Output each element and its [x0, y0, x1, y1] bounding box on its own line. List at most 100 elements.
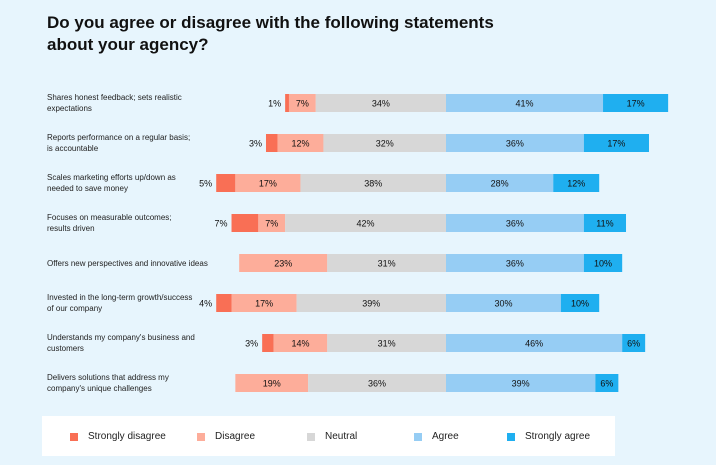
legend-swatch: [414, 432, 422, 441]
data-label: 19%: [263, 379, 281, 389]
data-label: 12%: [291, 139, 309, 149]
data-label: 36%: [506, 219, 524, 229]
bar-segment: [235, 174, 301, 192]
bar-segment: [308, 374, 446, 392]
bar-segment: [265, 134, 278, 152]
data-label: 5%: [199, 179, 212, 189]
category-label: Offers new perspectives and innovative i…: [47, 258, 208, 268]
data-label: 46%: [525, 339, 543, 349]
category-label: Delivers solutions that address my compa…: [47, 373, 169, 393]
data-label: 32%: [376, 139, 394, 149]
data-label: 17%: [607, 139, 625, 149]
bar-segment: [235, 374, 309, 392]
data-label: 42%: [357, 219, 375, 229]
bar-segment: [285, 94, 289, 112]
bar-segment: [553, 174, 600, 192]
category-label: Focuses on measurable outcomes; results …: [47, 213, 172, 233]
chart-title: Do you agree or disagree with the follow…: [47, 13, 494, 54]
category-label: Understands my company's business and cu…: [47, 333, 195, 353]
bar-segment: [560, 294, 600, 312]
bar-segment: [216, 174, 236, 192]
bar-segment: [327, 334, 446, 352]
bar-segment: [277, 134, 324, 152]
bar-segment: [258, 214, 286, 232]
data-label: 7%: [215, 219, 228, 229]
data-label: 11%: [596, 219, 613, 229]
data-label: 31%: [378, 259, 396, 269]
legend-label: Neutral: [325, 431, 358, 442]
data-label: 14%: [291, 339, 309, 349]
bar-segment: [446, 334, 623, 352]
bar-segment: [446, 174, 554, 192]
bar-segment: [273, 334, 328, 352]
bar-segment: [446, 254, 584, 272]
data-label: 6%: [600, 379, 613, 389]
data-label: 36%: [368, 379, 386, 389]
bar-segment: [323, 134, 446, 152]
data-label: 39%: [362, 299, 380, 309]
legend-swatch: [307, 432, 315, 441]
bar-segment: [603, 94, 669, 112]
data-label: 10%: [594, 259, 612, 269]
bar-segment: [446, 214, 584, 232]
bar-segment: [583, 214, 627, 232]
category-label: Shares honest feedback; sets realistic e…: [47, 93, 182, 113]
bar-segment: [300, 174, 446, 192]
bar-segment: [288, 94, 316, 112]
data-label: 23%: [274, 259, 292, 269]
bar-segment: [262, 334, 274, 352]
data-label: 17%: [259, 179, 277, 189]
bar-segment: [216, 294, 232, 312]
legend-label: Disagree: [215, 431, 256, 442]
legend-swatch: [507, 432, 515, 441]
data-label: 36%: [506, 259, 524, 269]
data-label: 41%: [516, 99, 534, 109]
data-label: 4%: [199, 299, 212, 309]
data-label: 36%: [506, 139, 524, 149]
legend-label: Strongly agree: [525, 431, 591, 442]
legend: Strongly disagree Disagree Neutral Agree Str…: [42, 416, 615, 456]
bar-segment: [622, 334, 646, 352]
bar-segment: [583, 254, 623, 272]
bar-segment: [296, 294, 446, 312]
legend-swatch: [197, 432, 205, 441]
data-label: 28%: [491, 179, 509, 189]
bar-segment: [231, 214, 259, 232]
category-label: Invested in the long-term growth/success…: [47, 293, 193, 313]
data-label: 17%: [627, 99, 645, 109]
bar-segment: [315, 94, 446, 112]
bar-segment: [446, 94, 604, 112]
data-label: 1%: [268, 99, 281, 109]
legend-item: Agree: [414, 431, 459, 442]
legend-label: Strongly disagree: [88, 431, 166, 442]
bar-segment: [446, 134, 584, 152]
legend-label: Agree: [432, 431, 459, 442]
data-label: 12%: [567, 179, 585, 189]
category-label: Scales marketing efforts up/down as need…: [47, 173, 176, 193]
data-label: 30%: [494, 299, 512, 309]
data-label: 3%: [249, 139, 262, 149]
data-label: 34%: [372, 99, 390, 109]
legend-swatch: [70, 432, 78, 441]
data-label: 7%: [296, 99, 309, 109]
legend-item: Strongly agree: [507, 431, 590, 442]
data-label: 10%: [571, 299, 589, 309]
bar-segment: [583, 134, 649, 152]
bar-segment: [595, 374, 619, 392]
bar-segment: [327, 254, 446, 272]
legend-item: Disagree: [197, 431, 255, 442]
data-label: 39%: [512, 379, 530, 389]
category-label: Reports performance on a regular basis; …: [47, 133, 191, 153]
data-label: 7%: [265, 219, 278, 229]
legend-item: Neutral: [307, 431, 357, 442]
data-label: 31%: [378, 339, 396, 349]
bar-segment: [446, 294, 561, 312]
data-label: 17%: [255, 299, 273, 309]
data-label: 6%: [627, 339, 640, 349]
bar-segment: [285, 214, 446, 232]
data-label: 3%: [245, 339, 258, 349]
bar-segment: [231, 294, 297, 312]
bar-segment: [239, 254, 328, 272]
bar-segment: [446, 374, 596, 392]
